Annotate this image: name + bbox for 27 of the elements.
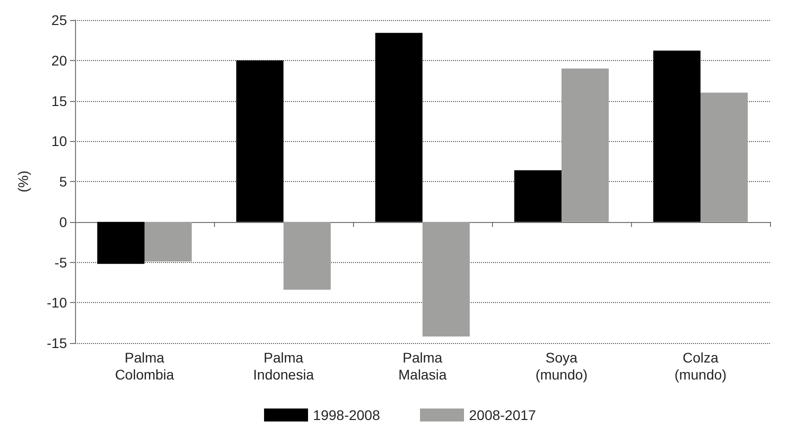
y-axis-title: (%): [15, 170, 31, 192]
bar: [700, 92, 748, 222]
y-tick-label: 0: [59, 214, 68, 230]
y-tick-label: -15: [46, 335, 68, 351]
bar: [97, 222, 144, 264]
y-tick-label: 20: [51, 52, 68, 68]
legend-label: 1998-2008: [313, 407, 380, 423]
x-tick-label: Palma Malasia: [398, 350, 447, 382]
y-tick-label: 25: [51, 12, 68, 28]
bar: [375, 32, 422, 222]
y-tick-label: 5: [59, 174, 68, 190]
x-tick-label: Palma Colombia: [114, 350, 174, 382]
x-tick-label: Palma Indonesia: [253, 350, 314, 382]
y-tick-label: -5: [54, 254, 68, 270]
y-tick-label: 10: [51, 133, 68, 150]
bar: [284, 222, 331, 290]
y-tick-label: -10: [46, 294, 68, 311]
x-tick-label: Colza (mundo): [674, 350, 727, 382]
y-tick-label: 15: [51, 92, 68, 109]
legend-label: 2008-2017: [469, 407, 536, 423]
bar: [422, 222, 470, 337]
bar: [653, 50, 700, 222]
bar: [562, 68, 609, 222]
x-tick-label: Soya (mundo): [535, 350, 588, 382]
bar: [144, 222, 192, 262]
bar: [236, 60, 284, 222]
bar: [514, 170, 562, 222]
